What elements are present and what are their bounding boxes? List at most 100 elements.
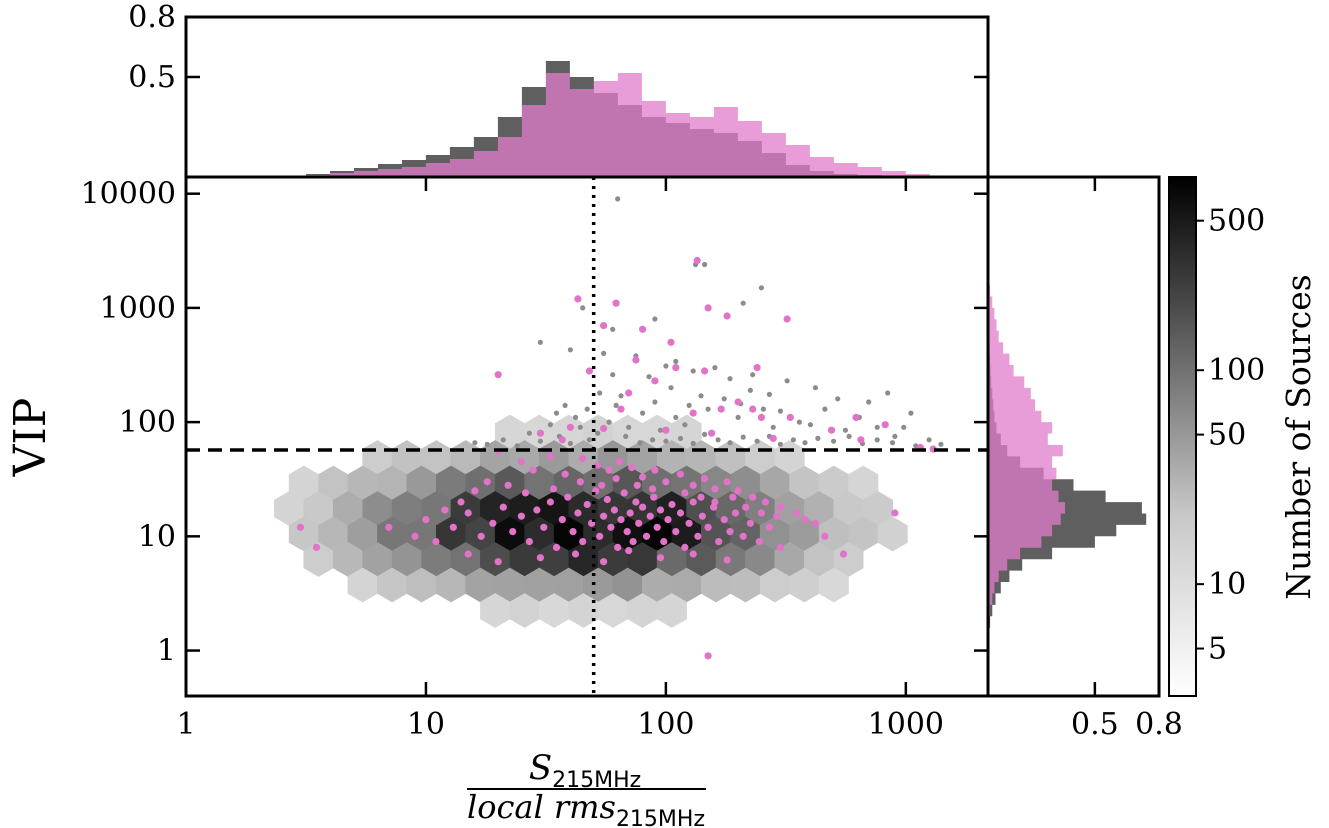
gray-point [615, 196, 621, 202]
pink-point [729, 493, 737, 501]
right-histogram-panel: 0.5 0.8 [986, 175, 1183, 742]
pink-point [734, 398, 742, 406]
x-denominator-text: local rms [467, 788, 616, 826]
pink-point [499, 503, 507, 511]
gray-point [926, 437, 932, 443]
y-tick-label: 100 [119, 405, 176, 440]
top-y-tick-label: 0.5 [128, 60, 176, 95]
gray-point [698, 393, 704, 399]
pink-point [739, 532, 747, 540]
gray-point [663, 438, 669, 444]
gray-point [657, 427, 664, 433]
gray-point [866, 399, 872, 405]
pink-point [689, 498, 697, 506]
x-axis-title-numerator: S215MHz [529, 748, 641, 793]
gray-point [567, 440, 574, 447]
pink-point [549, 485, 558, 493]
pink-point [753, 364, 761, 372]
pink-point [681, 489, 689, 497]
gray-point [784, 378, 790, 384]
y-tick-label: 10 [138, 519, 176, 554]
pink-point [689, 550, 697, 558]
pink-point [525, 538, 534, 546]
gray-outlier-points [472, 196, 944, 449]
pink-point [625, 389, 633, 397]
gray-point [640, 410, 646, 416]
right-histogram-pink [988, 262, 1065, 651]
gray-point [812, 385, 819, 391]
pink-point [504, 481, 512, 489]
pink-point [742, 503, 750, 511]
gray-point [626, 424, 632, 430]
pink-point [385, 523, 393, 531]
pink-point [576, 478, 584, 486]
gray-point [682, 422, 688, 428]
pink-point [600, 512, 608, 520]
gray-point [610, 326, 616, 332]
gray-point [889, 440, 896, 446]
gray-point [758, 285, 765, 291]
gray-point [938, 441, 944, 447]
pink-point [483, 478, 491, 486]
gray-point [740, 434, 746, 440]
pink-point [536, 429, 545, 437]
pink-point [594, 461, 602, 469]
pink-point [620, 489, 628, 497]
gray-point [663, 363, 669, 369]
gray-point [802, 440, 808, 446]
pink-point [615, 458, 624, 466]
y-tick-label: 1000 [100, 291, 176, 326]
pink-point [891, 509, 899, 517]
pink-point [457, 498, 465, 506]
pink-point [726, 528, 734, 536]
pink-point [632, 498, 640, 506]
gray-point [618, 393, 624, 399]
pink-point [672, 528, 680, 536]
pink-point [852, 413, 860, 421]
pink-point [694, 532, 702, 540]
gray-point [514, 443, 520, 449]
pink-point [635, 519, 643, 527]
gray-point [747, 387, 754, 393]
top-histogram-bars [282, 61, 954, 177]
gray-point [874, 424, 880, 430]
gray-point [577, 424, 583, 430]
colorbar-tick-label: 100 [1208, 353, 1265, 388]
colorbar-ticks: 5 10 50 100 500 [1196, 204, 1265, 667]
gray-point [815, 435, 821, 441]
pink-point [296, 523, 305, 531]
pink-point [598, 481, 606, 489]
gray-point [677, 435, 684, 441]
pink-point [422, 516, 430, 524]
gray-point [727, 440, 733, 446]
top-histogram-pink [282, 73, 954, 177]
pink-point [811, 519, 820, 527]
pink-point [600, 322, 608, 330]
pink-point [607, 523, 615, 531]
hexbin-cell [877, 516, 908, 552]
gray-point [595, 430, 601, 436]
pink-point [681, 543, 689, 552]
pink-point [701, 367, 709, 375]
gray-point [885, 390, 891, 396]
gray-point [586, 437, 593, 443]
gray-point [526, 430, 533, 436]
pink-point [839, 550, 848, 558]
gray-point [740, 300, 746, 306]
pink-point [533, 506, 541, 514]
pink-point [571, 550, 580, 558]
pink-point [574, 295, 582, 303]
x-tick-label: 100 [637, 707, 694, 742]
pink-point [617, 516, 625, 524]
gray-point [646, 374, 652, 380]
gray-point [777, 441, 784, 447]
pink-point [723, 478, 731, 486]
colorbar-tick-label: 10 [1208, 567, 1246, 602]
pink-point [432, 538, 440, 546]
gray-point [567, 347, 574, 353]
gray-point [760, 406, 767, 412]
hexbin-cell [656, 593, 687, 628]
gray-point [623, 433, 629, 439]
pink-point [720, 516, 728, 524]
